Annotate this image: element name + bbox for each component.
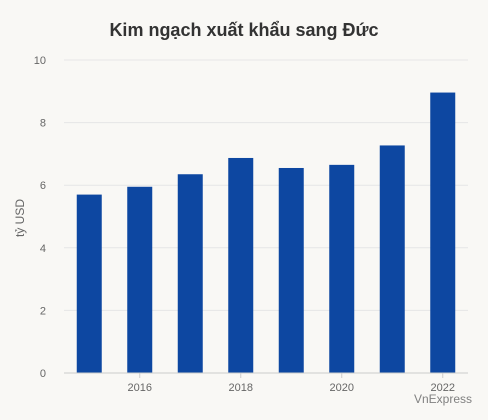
bar-2020 — [329, 164, 355, 373]
y-tick-label: 6 — [40, 180, 46, 192]
bars — [76, 92, 456, 373]
bar-2017 — [177, 174, 203, 373]
y-tick-label: 0 — [40, 368, 46, 380]
bar-2022 — [430, 92, 456, 373]
chart-title: Kim ngạch xuất khẩu sang Đức — [109, 20, 379, 40]
y-axis-label: tỷ USD — [13, 199, 27, 237]
x-tick-label: 2020 — [330, 382, 354, 394]
source-credit: VnExpress — [413, 392, 472, 406]
y-tick-label: 10 — [34, 55, 46, 67]
grid-lines — [64, 59, 468, 311]
x-tick-label: 2018 — [229, 382, 253, 394]
bar-2021 — [379, 145, 405, 373]
y-tick-label: 4 — [40, 243, 46, 255]
bar-2016 — [127, 186, 153, 373]
x-tick-label: 2016 — [128, 382, 152, 394]
bar-2018 — [228, 157, 254, 373]
axes: 0 2 4 6 8 10 2016 2018 2020 2022 — [34, 55, 468, 394]
y-tick-label: 2 — [40, 305, 46, 317]
x-tick-label: 2022 — [431, 382, 455, 394]
y-tick-label: 8 — [40, 118, 46, 130]
bar-2015 — [76, 194, 102, 373]
bar-2019 — [278, 167, 304, 373]
